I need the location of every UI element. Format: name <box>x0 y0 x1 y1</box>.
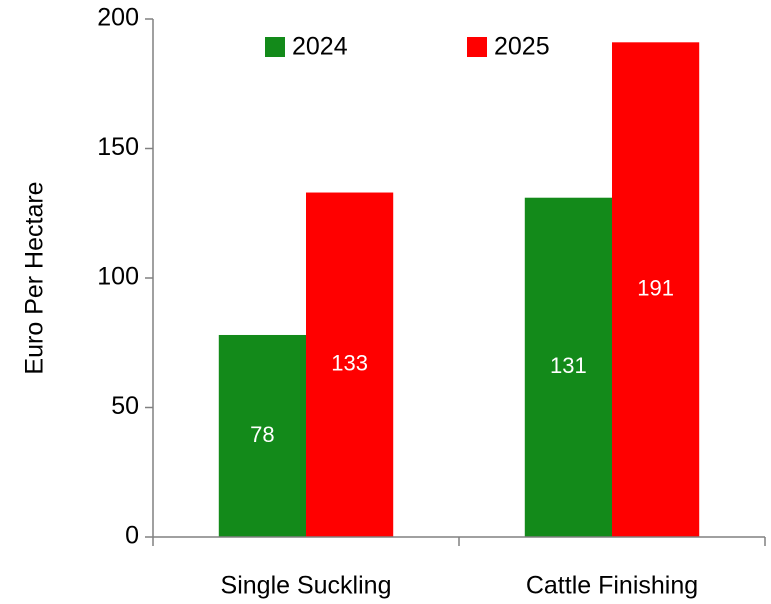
y-tick-label: 50 <box>111 392 139 420</box>
bar <box>218 334 306 537</box>
y-tick-label: 0 <box>125 522 139 550</box>
bar <box>612 42 700 538</box>
y-tick-label: 100 <box>97 263 139 291</box>
legend-label: 2025 <box>494 33 550 61</box>
y-axis-label: Euro Per Hectare <box>21 181 49 374</box>
bar <box>524 197 612 537</box>
x-tick-label: Single Suckling <box>221 572 392 600</box>
data-label: 191 <box>637 275 674 300</box>
data-label: 78 <box>250 422 274 447</box>
bar <box>306 192 394 537</box>
y-tick-label: 200 <box>97 4 139 32</box>
y-tick-label: 150 <box>97 133 139 161</box>
legend-swatch <box>467 37 487 57</box>
legend-swatch <box>265 37 285 57</box>
data-label: 133 <box>331 351 368 376</box>
legend-label: 2024 <box>292 33 348 61</box>
x-tick-label: Cattle Finishing <box>526 572 698 600</box>
data-label: 131 <box>550 353 587 378</box>
